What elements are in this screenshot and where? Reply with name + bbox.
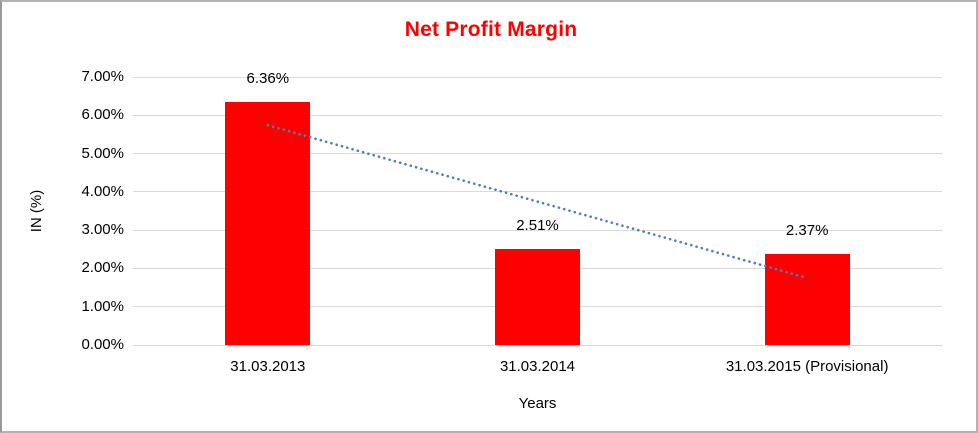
x-axis-tick-label: 31.03.2015 (Provisional) [725,358,889,375]
x-axis-tick-label: 31.03.2013 [230,358,306,375]
y-axis-tick-label: 6.00% [81,106,124,124]
y-axis-tick-label: 0.00% [81,336,124,353]
bar [764,254,850,345]
gridline [133,76,942,78]
chart-title: Net Profit Margin [404,18,578,41]
x-axis-title: Years [518,395,557,412]
y-axis-tick-label: 7.00% [81,68,124,85]
y-axis-tick-label: 4.00% [81,182,124,200]
y-axis-tick-label: 1.00% [81,297,124,315]
bar-value-label: 2.51% [516,216,559,234]
bar [225,101,311,345]
x-axis-tick-label: 31.03.2014 [499,358,576,375]
y-axis-tick-label: 2.00% [81,259,124,277]
gridline [133,344,942,346]
bar [495,248,580,345]
gridline [133,114,942,116]
y-axis-tick-label: 5.00% [81,144,124,162]
bar-value-label: 6.36% [246,69,290,87]
bar-value-label: 2.37% [785,222,829,240]
y-axis-tick-label: 3.00% [81,221,124,239]
